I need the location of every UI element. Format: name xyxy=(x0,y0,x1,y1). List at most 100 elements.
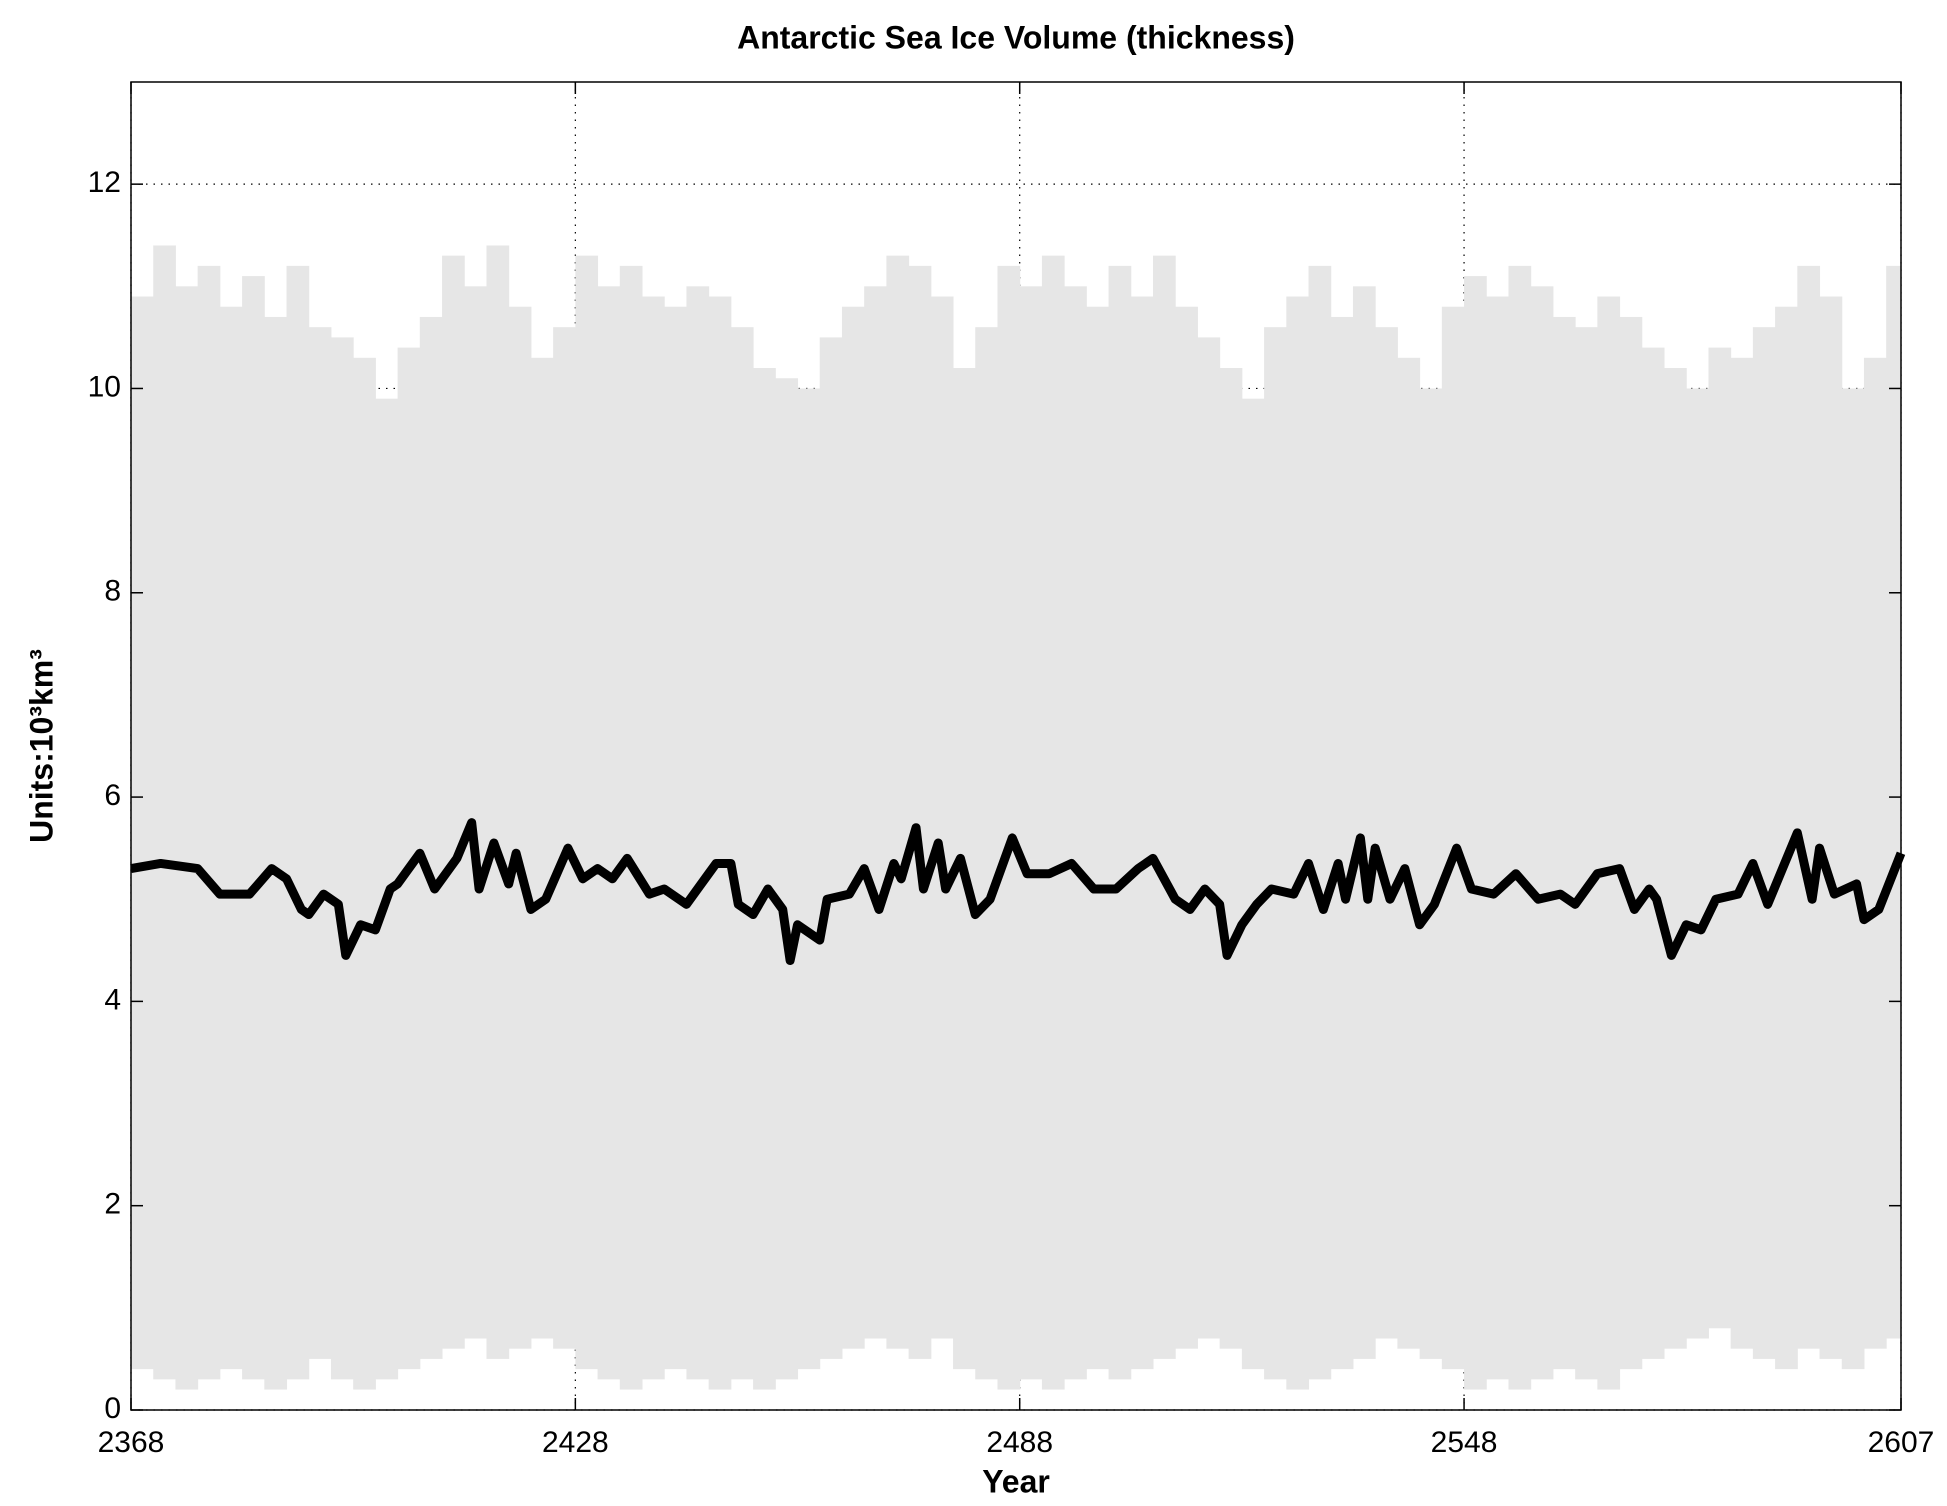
range-bar xyxy=(1797,265,1821,1349)
range-bar xyxy=(819,337,843,1359)
range-bar xyxy=(575,255,599,1370)
range-bar xyxy=(353,357,376,1390)
chart-title: Antarctic Sea Ice Volume (thickness) xyxy=(737,19,1295,55)
range-bar xyxy=(1041,255,1065,1390)
x-tick-label: 2428 xyxy=(542,1426,609,1459)
range-bar xyxy=(1441,306,1465,1370)
range-bar xyxy=(1086,306,1110,1370)
range-bar xyxy=(753,368,776,1390)
range-bar xyxy=(1508,265,1532,1390)
y-tick-label: 6 xyxy=(104,779,121,812)
band-layer xyxy=(131,245,1902,1390)
axes-layer: 0 2 4 6 8 10 12 2368 2428 2488 2548 2607 xyxy=(88,81,1935,1459)
range-bar xyxy=(975,327,998,1380)
y-tick-label: 12 xyxy=(88,166,121,199)
range-bar xyxy=(686,286,710,1380)
range-bar xyxy=(1619,316,1643,1370)
y-tick-label: 0 xyxy=(104,1392,121,1425)
range-bar xyxy=(1264,327,1287,1380)
range-bar xyxy=(175,286,199,1390)
range-bar xyxy=(1708,347,1732,1329)
range-bar xyxy=(1486,296,1509,1380)
range-bar xyxy=(286,265,310,1380)
range-bar xyxy=(1153,255,1176,1359)
range-bar xyxy=(1175,306,1198,1349)
range-bar xyxy=(1752,327,1776,1359)
range-bar xyxy=(330,337,354,1380)
data-line xyxy=(130,818,1906,966)
range-bar xyxy=(797,388,821,1370)
range-bar xyxy=(1219,368,1243,1349)
range-bar xyxy=(1308,265,1332,1380)
range-bar xyxy=(530,357,554,1339)
range-bar xyxy=(930,296,954,1339)
range-bar xyxy=(553,327,576,1349)
range-bar xyxy=(997,265,1021,1390)
range-bar xyxy=(1597,296,1621,1390)
range-bar xyxy=(219,306,243,1370)
range-bar xyxy=(419,316,443,1359)
range-bar xyxy=(1108,265,1132,1380)
range-bar xyxy=(1686,388,1709,1339)
range-bar xyxy=(308,327,332,1359)
range-bar xyxy=(1375,327,1398,1339)
range-bar xyxy=(642,296,665,1380)
range-bar xyxy=(1775,306,1798,1370)
range-bar xyxy=(242,276,265,1380)
range-bar xyxy=(1352,286,1376,1359)
range-bar xyxy=(908,265,932,1359)
range-bar xyxy=(1664,368,1687,1349)
range-bar xyxy=(775,378,799,1380)
range-bar xyxy=(1863,357,1887,1349)
range-bar xyxy=(508,306,532,1349)
range-bar xyxy=(1241,398,1265,1370)
range-bar xyxy=(1819,296,1843,1359)
range-bar xyxy=(1197,337,1221,1339)
range-bar xyxy=(864,286,887,1339)
y-axis-label: Units:10³km³ xyxy=(23,649,59,843)
range-bar xyxy=(886,255,910,1349)
range-bar xyxy=(1841,388,1865,1370)
range-bar xyxy=(1730,357,1754,1349)
range-bar xyxy=(1530,286,1554,1380)
range-bar xyxy=(597,286,621,1380)
range-bar xyxy=(1397,357,1421,1349)
range-bar xyxy=(1130,296,1154,1370)
range-bar xyxy=(1330,316,1354,1370)
range-bar xyxy=(442,255,465,1349)
x-tick-label: 2607 xyxy=(1868,1426,1935,1459)
range-bar xyxy=(153,245,176,1380)
x-tick-label: 2548 xyxy=(1431,1426,1498,1459)
range-bar xyxy=(1575,327,1598,1380)
range-bar xyxy=(708,296,732,1390)
y-tick-label: 4 xyxy=(104,983,121,1016)
range-bar xyxy=(197,265,221,1380)
range-bar xyxy=(486,245,510,1359)
range-bar xyxy=(1064,286,1087,1380)
y-tick-label: 8 xyxy=(104,575,121,608)
range-bar xyxy=(841,306,865,1349)
range-bar xyxy=(730,327,754,1380)
range-bar xyxy=(1286,296,1310,1390)
x-axis-label: Year xyxy=(982,1463,1050,1499)
range-bar xyxy=(1019,286,1043,1380)
range-bar xyxy=(1464,276,1487,1390)
range-bar xyxy=(264,316,288,1390)
range-bar xyxy=(619,265,643,1390)
range-bar xyxy=(1641,347,1665,1359)
range-bar xyxy=(1419,388,1443,1359)
x-tick-label: 2368 xyxy=(98,1426,165,1459)
range-bar xyxy=(397,347,421,1370)
range-bar xyxy=(464,286,487,1339)
y-tick-label: 2 xyxy=(104,1188,121,1221)
range-bar xyxy=(131,296,154,1370)
range-bar xyxy=(1886,265,1902,1339)
plot-frame xyxy=(130,81,1902,1411)
x-tick-label: 2488 xyxy=(986,1426,1053,1459)
y-tick-label: 10 xyxy=(88,370,121,403)
line-layer xyxy=(130,818,1906,966)
range-bar xyxy=(1552,316,1576,1370)
range-bar xyxy=(664,306,687,1370)
